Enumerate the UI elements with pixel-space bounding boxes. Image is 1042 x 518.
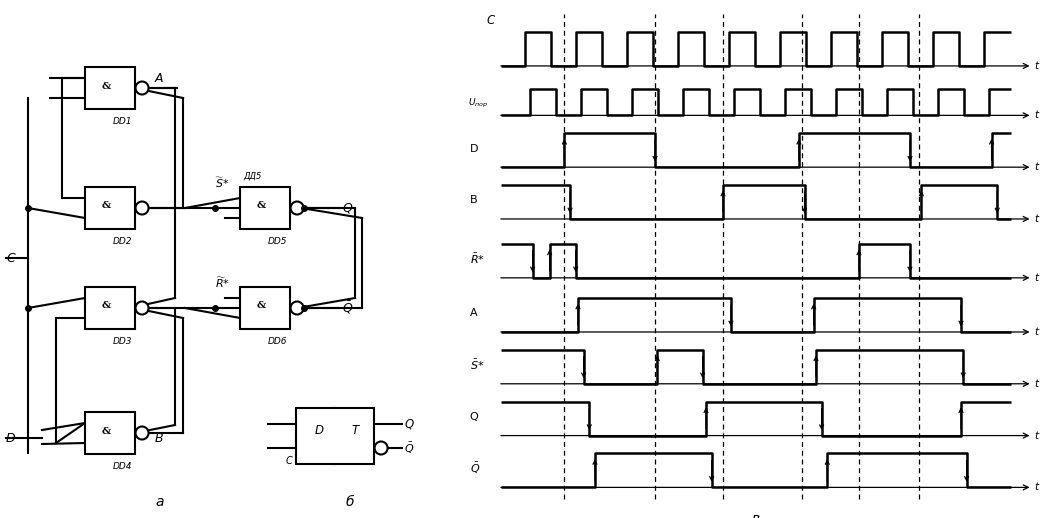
Text: б: б — [346, 495, 354, 509]
Text: t: t — [1035, 110, 1039, 120]
Text: DD6: DD6 — [268, 337, 287, 346]
Text: $\bar{Q}$: $\bar{Q}$ — [342, 300, 353, 316]
Text: $\bar{Q}$: $\bar{Q}$ — [404, 440, 415, 456]
Text: а: а — [156, 495, 165, 509]
Circle shape — [135, 202, 149, 214]
Text: DD5: DD5 — [268, 237, 287, 246]
Text: A: A — [155, 71, 164, 84]
Text: $\bar{R}$*: $\bar{R}$* — [470, 252, 485, 266]
Text: t: t — [1035, 162, 1039, 172]
Text: $\widetilde{S}$*: $\widetilde{S}$* — [215, 175, 229, 190]
Text: DD3: DD3 — [113, 337, 131, 346]
Bar — [85, 67, 135, 109]
Circle shape — [135, 426, 149, 439]
Text: t: t — [1035, 327, 1039, 337]
Text: $\bar{S}$*: $\bar{S}$* — [470, 358, 485, 372]
Text: &: & — [101, 202, 110, 210]
Circle shape — [291, 202, 303, 214]
Bar — [240, 187, 290, 229]
Text: $\bar{Q}$: $\bar{Q}$ — [470, 461, 480, 477]
Bar — [85, 187, 135, 229]
Text: T: T — [351, 424, 358, 438]
Text: B: B — [155, 431, 164, 444]
Text: в: в — [752, 512, 760, 518]
Text: C: C — [487, 15, 495, 27]
Text: $U_{пор}$: $U_{пор}$ — [468, 97, 489, 110]
Text: t: t — [1035, 430, 1039, 441]
Text: t: t — [1035, 482, 1039, 493]
Text: C: C — [286, 456, 292, 466]
Text: $\widetilde{R}$*: $\widetilde{R}$* — [215, 275, 229, 290]
Text: Q: Q — [470, 412, 478, 422]
Circle shape — [374, 441, 388, 454]
Text: &: & — [256, 202, 266, 210]
Text: &: & — [256, 301, 266, 310]
Text: t: t — [1035, 61, 1039, 71]
Bar — [85, 287, 135, 329]
Text: D: D — [6, 431, 16, 444]
Text: Q: Q — [404, 418, 414, 430]
Text: DD4: DD4 — [113, 462, 131, 471]
Text: t: t — [1035, 273, 1039, 283]
Bar — [296, 408, 374, 464]
Text: A: A — [470, 308, 477, 319]
Circle shape — [135, 301, 149, 314]
Text: &: & — [101, 301, 110, 310]
Text: t: t — [1035, 379, 1039, 389]
Text: ДД5: ДД5 — [243, 172, 262, 181]
Text: D: D — [470, 143, 478, 153]
Text: t: t — [1035, 214, 1039, 224]
Text: C: C — [6, 252, 15, 265]
Text: D: D — [315, 424, 324, 438]
Text: DD2: DD2 — [113, 237, 131, 246]
Text: &: & — [101, 426, 110, 436]
Text: B: B — [470, 195, 477, 205]
Circle shape — [135, 81, 149, 94]
Bar — [85, 412, 135, 454]
Text: Q: Q — [342, 202, 352, 214]
Text: DD1: DD1 — [113, 117, 131, 126]
Circle shape — [291, 301, 303, 314]
Bar — [240, 287, 290, 329]
Text: &: & — [101, 81, 110, 91]
